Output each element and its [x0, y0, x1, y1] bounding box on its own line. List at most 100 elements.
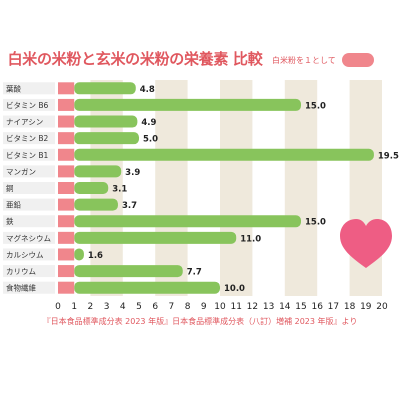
- category-label-box: [3, 132, 55, 145]
- category-label: 葉酸: [6, 83, 21, 93]
- category-label: 鉄: [6, 216, 14, 226]
- bar-white-rice: [58, 198, 75, 211]
- bar-brown-rice: [74, 115, 138, 128]
- value-label: 10.0: [224, 284, 245, 294]
- legend-swatch: [341, 53, 374, 67]
- bar-brown-rice: [74, 148, 374, 161]
- category-label: 銅: [6, 183, 14, 193]
- bar-brown-rice: [74, 215, 301, 228]
- category-label: ビタミン B2: [6, 134, 49, 143]
- category-label: マグネシウム: [6, 233, 51, 243]
- x-tick-label: 3: [104, 302, 110, 312]
- x-axis-ticks: 0 1 2 3 4 5 6 7 8 9 10 11 12 13 14 15 16 17 18 19 20: [55, 302, 388, 312]
- bar-brown-rice: [74, 265, 183, 278]
- category-label-box: [3, 148, 55, 161]
- x-tick-label: 10: [214, 302, 226, 312]
- bar-brown-rice: [74, 82, 136, 95]
- heart-decoration: [340, 219, 392, 268]
- value-label: 11.0: [240, 234, 261, 244]
- x-tick-label: 5: [136, 302, 142, 312]
- x-tick-label: 17: [328, 302, 339, 312]
- value-label: 3.9: [125, 168, 140, 178]
- value-label: 4.9: [141, 118, 156, 128]
- background-stripes: [90, 80, 382, 296]
- bar-brown-rice: [74, 281, 220, 294]
- bar-white-rice: [58, 82, 75, 95]
- x-tick-label: 1: [71, 302, 77, 312]
- x-tick-label: 11: [230, 302, 241, 312]
- bar-brown-rice: [74, 198, 118, 211]
- category-label: ナイアシン: [6, 118, 43, 127]
- category-label: ビタミン B1: [6, 151, 49, 160]
- value-label: 1.6: [88, 251, 103, 261]
- x-tick-label: 6: [152, 302, 158, 312]
- bar-white-rice: [58, 98, 75, 111]
- bar-white-rice: [58, 215, 75, 228]
- x-tick-label: 14: [279, 302, 291, 312]
- x-tick-label: 7: [169, 302, 175, 312]
- chart-title: 白米の米粉と玄米の米粉の栄養素 比較: [7, 50, 263, 68]
- category-label-box: [3, 231, 55, 244]
- bar-brown-rice: [74, 248, 84, 261]
- category-label-box: [3, 165, 55, 178]
- category-label-box: [3, 215, 55, 228]
- value-label: 7.7: [187, 268, 202, 278]
- category-label-box: [3, 182, 55, 194]
- bar-brown-rice: [74, 231, 237, 244]
- heart-icon: [340, 219, 392, 268]
- x-tick-label: 8: [185, 302, 191, 312]
- value-label: 5.0: [143, 135, 158, 145]
- bar-brown-rice: [74, 182, 109, 194]
- category-label-box: [3, 265, 55, 278]
- category-label-box: [3, 248, 55, 261]
- x-tick-label: 19: [360, 302, 372, 312]
- bars: 4.8 15.0 4.9 5.0 19.5 3.9 3.1 3.7 15.0 11.0 1.6 7.7…: [58, 82, 399, 294]
- bar-white-rice: [58, 132, 75, 145]
- category-label: 亜鉛: [6, 200, 21, 210]
- bar-brown-rice: [74, 132, 139, 145]
- stripe-band: [220, 80, 253, 296]
- bar-white-rice: [58, 148, 75, 161]
- x-tick-label: 4: [120, 302, 126, 312]
- category-label-box: [3, 198, 55, 211]
- stripe-band: [284, 80, 318, 296]
- category-label-box: [3, 98, 55, 111]
- bar-white-rice: [58, 115, 75, 128]
- category-label: ビタミン B6: [6, 101, 49, 110]
- x-tick-label: 20: [376, 302, 388, 312]
- bar-white-rice: [58, 231, 75, 244]
- value-label: 19.5: [378, 151, 399, 161]
- bar-white-rice: [58, 265, 75, 278]
- category-label: 食物繊維: [6, 283, 36, 293]
- x-tick-label: 12: [247, 302, 258, 312]
- category-label-box: [3, 115, 55, 128]
- value-label: 15.0: [305, 101, 326, 111]
- bar-brown-rice: [74, 98, 301, 111]
- x-tick-label: 18: [344, 302, 356, 312]
- source-note: 『日本食品標準成分表 2023 年版』日本食品標準成分表（八訂）増補 2023 …: [42, 317, 358, 326]
- value-label: 3.1: [112, 185, 127, 195]
- category-label: マンガン: [6, 166, 36, 176]
- category-label-box: [3, 281, 55, 294]
- legend: 白米粉を１として: [272, 53, 374, 67]
- category-label-box: [3, 82, 55, 95]
- bar-white-rice: [58, 182, 75, 194]
- category-label: カリウム: [6, 267, 36, 276]
- x-tick-label: 0: [55, 302, 61, 312]
- bar-brown-rice: [74, 165, 122, 178]
- x-tick-label: 9: [201, 302, 207, 312]
- bar-white-rice: [58, 248, 75, 261]
- x-tick-label: 13: [263, 302, 274, 312]
- stripe-band: [155, 80, 188, 296]
- legend-label: 白米粉を１として: [272, 55, 336, 65]
- x-tick-label: 15: [295, 302, 306, 312]
- value-label: 4.8: [140, 85, 155, 95]
- x-tick-label: 2: [88, 302, 94, 312]
- bar-white-rice: [58, 165, 75, 178]
- category-label: カルシウム: [6, 250, 44, 259]
- value-label: 15.0: [305, 218, 326, 228]
- bar-white-rice: [58, 281, 75, 294]
- x-tick-label: 16: [311, 302, 323, 312]
